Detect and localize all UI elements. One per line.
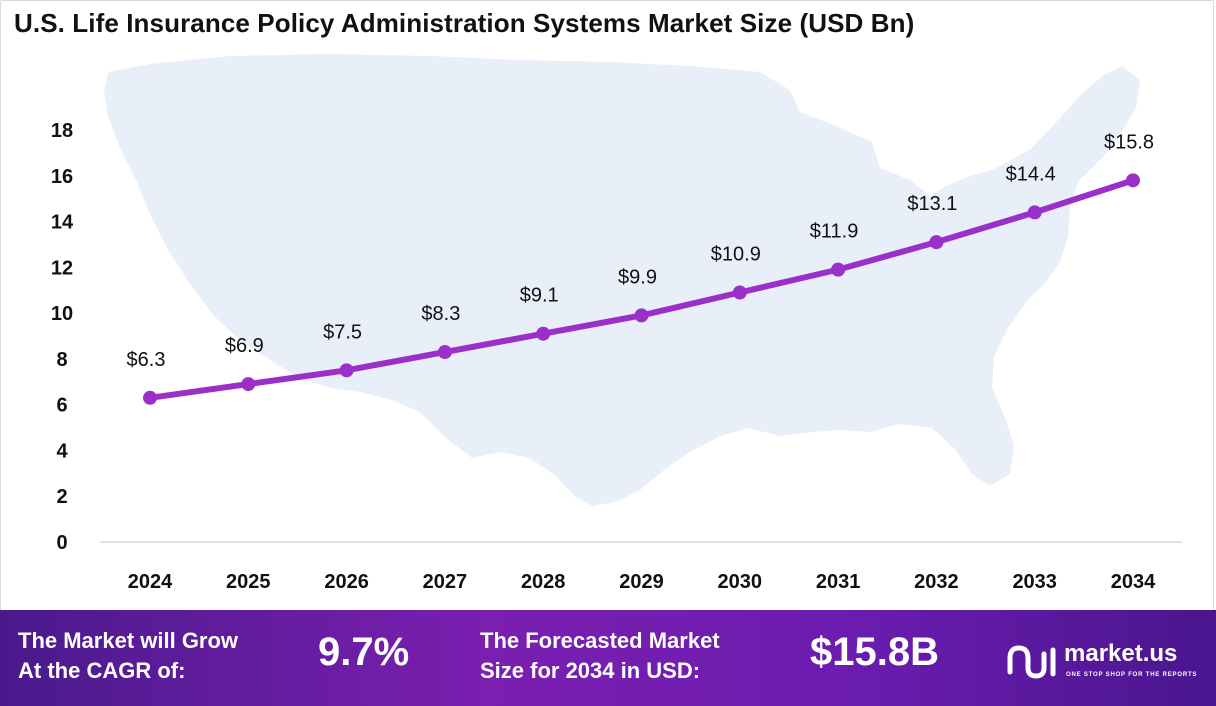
data-point [536,326,551,341]
y-tick-label: 10 [51,303,73,325]
us-map-background [104,54,1140,506]
data-label: $15.8 [1104,131,1154,153]
y-tick-label: 18 [51,120,73,142]
y-tick-label: 2 [56,486,67,508]
line-chart: 0 2 4 6 8 10 12 14 16 18 2024 2025 2026 2027 2028 2029… [51,54,1182,593]
data-label: $7.5 [323,321,362,343]
data-point [634,308,649,323]
forecast-label: The Forecasted Market Size for 2034 in U… [480,628,720,683]
x-tick-label: 2024 [128,571,173,593]
y-tick-label: 6 [56,395,67,417]
brand-tagline: ONE STOP SHOP FOR THE REPORTS [1066,672,1198,678]
y-tick-label: 16 [51,166,73,188]
footer-banner: The Market will Grow At the CAGR of: 9.7… [0,610,1216,706]
data-point [831,262,846,277]
data-label: $8.3 [421,303,460,325]
data-label: $9.9 [618,266,657,288]
data-point [1126,173,1140,188]
y-tick-label: 0 [56,532,67,554]
data-label: $10.9 [711,244,761,266]
y-tick-label: 12 [51,257,73,279]
data-point [732,285,747,300]
y-tick-label: 4 [56,440,68,462]
data-point [929,235,944,250]
data-label: $6.3 [127,349,166,371]
data-point [241,377,256,392]
data-label: $14.4 [1006,163,1056,185]
data-label: $6.9 [225,335,264,357]
brand-name: market.us [1064,640,1178,667]
x-tick-label: 2025 [226,571,271,593]
data-label: $9.1 [520,285,559,307]
x-tick-label: 2028 [521,571,566,593]
chart-title: U.S. Life Insurance Policy Administratio… [14,8,915,38]
market-us-logo-icon [1007,645,1056,679]
forecast-value: $15.8B [810,630,939,674]
x-tick-label: 2034 [1111,571,1156,593]
data-point [339,363,354,378]
x-tick-label: 2032 [914,571,959,593]
x-tick-label: 2030 [718,571,763,593]
x-tick-label: 2031 [816,571,861,593]
data-point [143,390,157,405]
data-point [437,345,452,360]
x-tick-label: 2033 [1012,571,1057,593]
x-tick-label: 2026 [324,571,369,593]
x-tick-label: 2029 [619,571,664,593]
x-tick-label: 2027 [423,571,468,593]
cagr-value: 9.7% [318,630,410,674]
data-label: $11.9 [810,221,859,243]
cagr-label: The Market will Grow At the CAGR of: [18,628,239,683]
y-tick-label: 8 [56,349,67,371]
y-tick-label: 14 [51,212,74,234]
data-point [1027,205,1042,220]
data-label: $13.1 [907,193,957,215]
